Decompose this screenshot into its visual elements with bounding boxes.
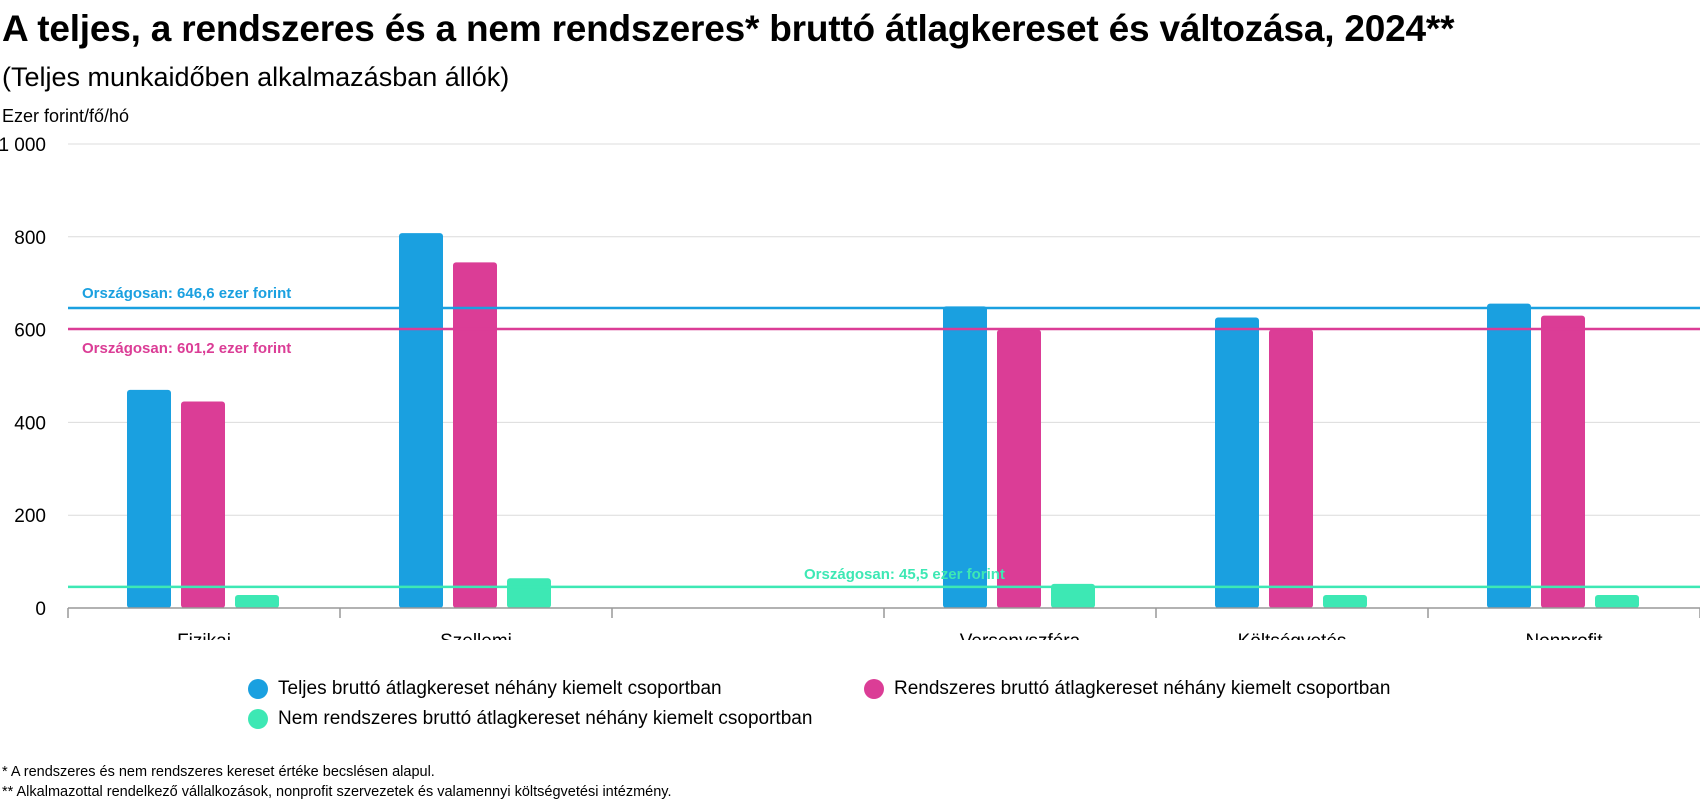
- bar-nem_rendszeres: [507, 578, 551, 608]
- y-tick-label: 1 000: [0, 135, 46, 156]
- x-tick-label: Fizikai: [177, 631, 231, 640]
- chart-title: A teljes, a rendszeres és a nem rendszer…: [2, 8, 1455, 49]
- legend-dot-icon: [248, 709, 268, 729]
- bar-rendszeres: [453, 262, 497, 608]
- reference-line-label: Országosan: 45,5 ezer forint: [804, 566, 1005, 583]
- y-axis-unit-label: Ezer forint/fő/hó: [2, 106, 130, 126]
- legend-label: Rendszeres bruttó átlagkereset néhány ki…: [894, 678, 1391, 699]
- bar-rendszeres: [997, 329, 1041, 608]
- y-tick-label: 200: [14, 506, 46, 527]
- legend-label: Teljes bruttó átlagkereset néhány kiemel…: [278, 678, 722, 699]
- legend-dot-icon: [248, 679, 268, 699]
- footnote-1: * A rendszeres és nem rendszeres kereset…: [2, 764, 435, 780]
- y-tick-label: 400: [14, 413, 46, 434]
- y-tick-label: 600: [14, 321, 46, 342]
- bar-chart: 0 200 400 600 800 1 000 Országosan: 646,6 eze…: [0, 135, 1700, 640]
- bar-rendszeres: [1269, 329, 1313, 608]
- x-tick-label: Költségvetés: [1238, 631, 1347, 640]
- y-tick-label: 0: [35, 599, 46, 620]
- legend-label: Nem rendszeres bruttó átlagkereset néhán…: [278, 708, 813, 729]
- y-tick-label: 800: [14, 228, 46, 249]
- bar-rendszeres: [1541, 315, 1585, 608]
- bar-teljes: [943, 306, 987, 608]
- bar-teljes: [127, 389, 171, 608]
- bar-nem_rendszeres: [1051, 583, 1095, 608]
- bar-nem_rendszeres: [235, 595, 279, 608]
- bar-nem_rendszeres: [1323, 595, 1367, 608]
- legend-item-nem-rendszeres: Nem rendszeres bruttó átlagkereset néhán…: [248, 708, 812, 730]
- x-tick-label: Szellemi: [440, 631, 512, 640]
- x-axis: Fizikai Szellemi Versenyszféra Költségvetés…: [67, 607, 1700, 640]
- bar-rendszeres: [181, 401, 225, 608]
- x-tick-label: Versenyszféra: [960, 631, 1081, 640]
- bars: [127, 233, 1639, 608]
- x-tick-label: Nonprofit: [1525, 631, 1603, 640]
- footnote-2: ** Alkalmazottal rendelkező vállalkozáso…: [2, 784, 672, 800]
- reference-lines: Országosan: 646,6 ezer forint Országosan:…: [68, 285, 1700, 589]
- reference-line-label: Országosan: 646,6 ezer forint: [82, 285, 291, 302]
- bar-teljes: [399, 233, 443, 608]
- legend-item-teljes: Teljes bruttó átlagkereset néhány kiemel…: [248, 678, 722, 700]
- gridlines: 0 200 400 600 800 1 000: [0, 135, 1700, 620]
- reference-line-label: Országosan: 601,2 ezer forint: [82, 340, 291, 357]
- chart-subtitle: (Teljes munkaidőben alkalmazásban állók): [2, 62, 510, 92]
- legend-item-rendszeres: Rendszeres bruttó átlagkereset néhány ki…: [864, 678, 1390, 700]
- bar-teljes: [1487, 303, 1531, 608]
- bar-nem_rendszeres: [1595, 595, 1639, 608]
- legend-dot-icon: [864, 679, 884, 699]
- bar-teljes: [1215, 317, 1259, 608]
